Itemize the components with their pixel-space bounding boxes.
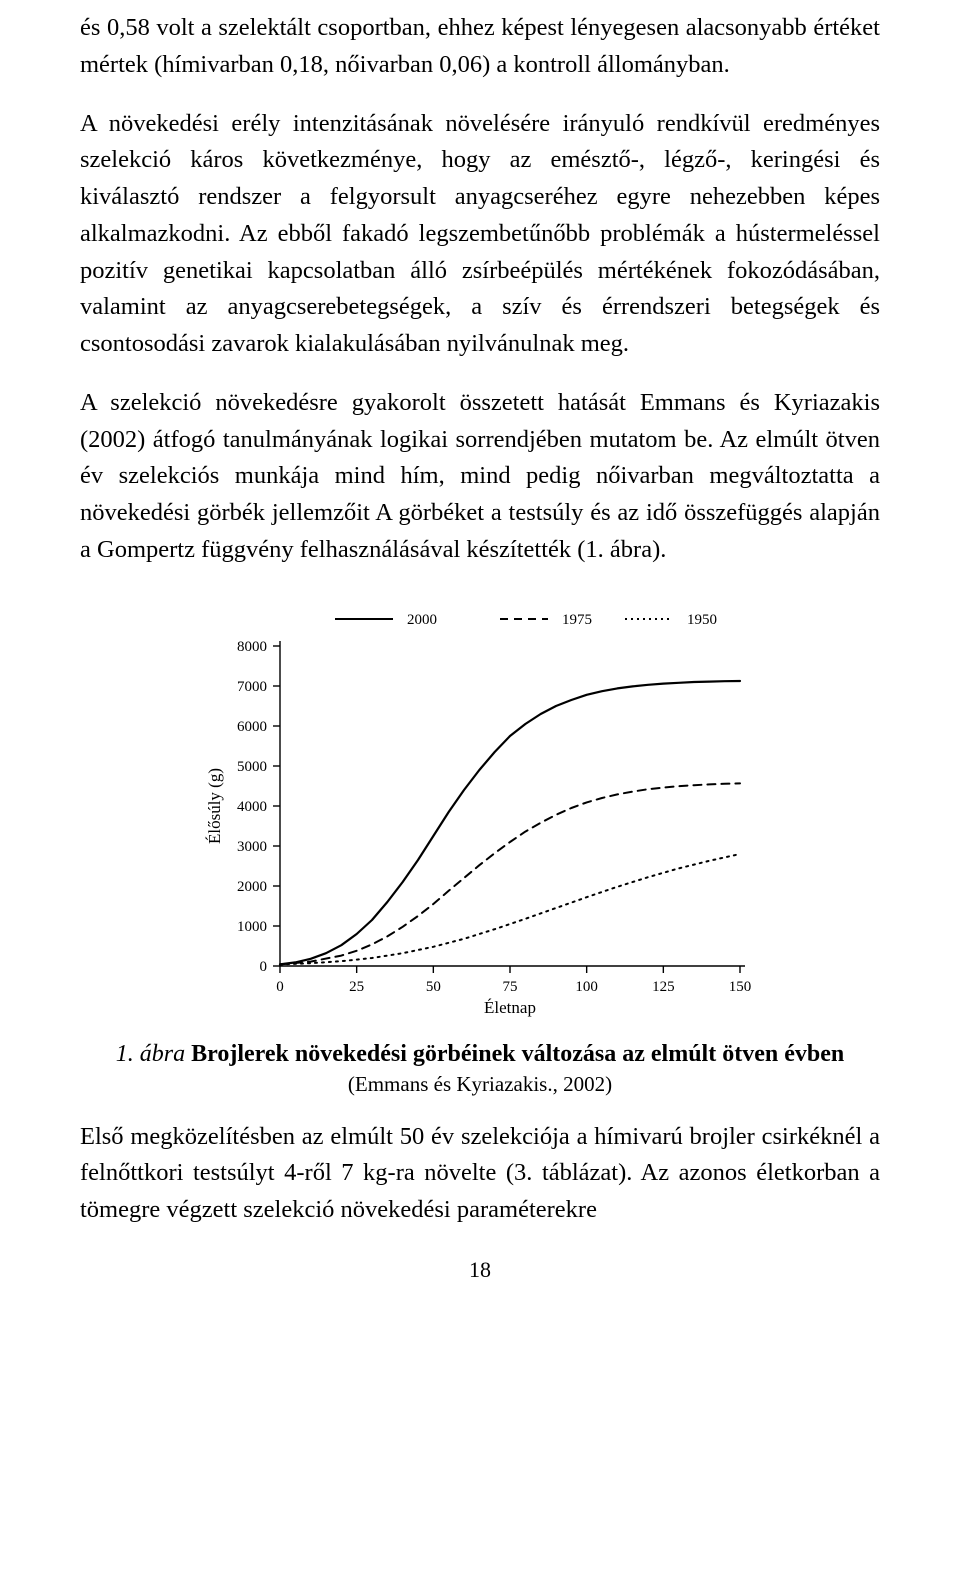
paragraph-2: A növekedési erély intenzitásának növelé… — [80, 106, 880, 363]
svg-text:150: 150 — [729, 979, 752, 995]
svg-text:2000: 2000 — [237, 879, 267, 895]
svg-text:50: 50 — [426, 979, 441, 995]
growth-curve-chart: 0 1000 2000 3000 4000 5000 6000 7000 8000 0 25 50 75… — [200, 591, 760, 1021]
svg-text:0: 0 — [276, 979, 284, 995]
svg-text:3000: 3000 — [237, 839, 267, 855]
svg-text:5000: 5000 — [237, 759, 267, 775]
figure-1-caption-label: 1. ábra — [116, 1041, 185, 1067]
svg-text:Életnap: Életnap — [484, 998, 536, 1017]
svg-text:0: 0 — [260, 959, 268, 975]
paragraph-1: és 0,58 volt a szelektált csoportban, eh… — [80, 10, 880, 84]
svg-text:1000: 1000 — [237, 919, 267, 935]
figure-1-caption: 1. ábra Brojlerek növekedési görbéinek v… — [80, 1041, 880, 1068]
figure-1-subcaption: (Emmans és Kyriazakis., 2002) — [80, 1072, 880, 1097]
svg-text:1975: 1975 — [562, 612, 592, 628]
svg-text:25: 25 — [349, 979, 364, 995]
figure-1: 0 1000 2000 3000 4000 5000 6000 7000 8000 0 25 50 75… — [80, 591, 880, 1021]
svg-text:1950: 1950 — [687, 612, 717, 628]
figure-1-caption-title: Brojlerek növekedési görbéinek változása… — [185, 1041, 844, 1067]
svg-text:7000: 7000 — [237, 679, 267, 695]
paragraph-3: A szelekció növekedésre gyakorolt összet… — [80, 385, 880, 569]
svg-text:100: 100 — [575, 979, 598, 995]
svg-text:6000: 6000 — [237, 719, 267, 735]
page-number: 18 — [80, 1257, 880, 1283]
svg-text:75: 75 — [503, 979, 518, 995]
svg-text:Élősúly (g): Élősúly (g) — [205, 767, 224, 843]
svg-text:4000: 4000 — [237, 799, 267, 815]
paragraph-4: Első megközelítésben az elmúlt 50 év sze… — [80, 1119, 880, 1229]
svg-text:125: 125 — [652, 979, 675, 995]
page-container: és 0,58 volt a szelektált csoportban, eh… — [0, 0, 960, 1313]
svg-text:8000: 8000 — [237, 639, 267, 655]
svg-text:2000: 2000 — [407, 612, 437, 628]
